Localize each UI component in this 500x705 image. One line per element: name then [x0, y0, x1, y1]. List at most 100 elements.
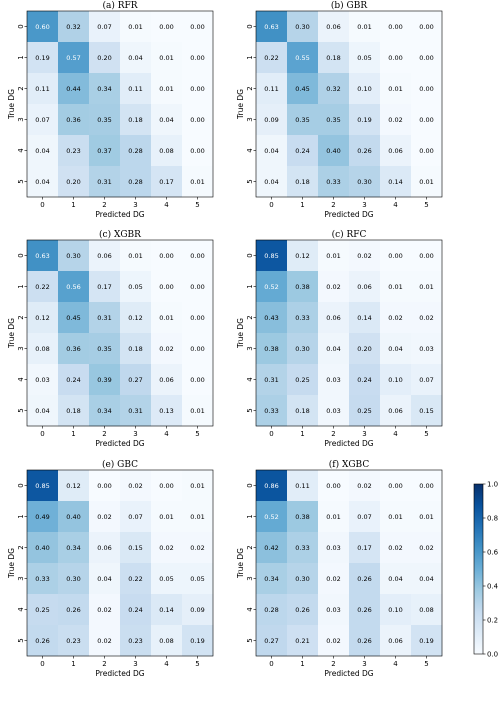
cell-value-label: 0.18 [128, 345, 142, 353]
heatmap-cell [256, 532, 288, 564]
heatmap-cell [256, 333, 288, 365]
x-tick-label: 1 [71, 660, 75, 668]
y-tick-label: 5 [17, 408, 25, 412]
x-tick-label: 2 [331, 660, 335, 668]
heatmap-cell [256, 11, 288, 43]
y-tick-label: 2 [17, 545, 25, 549]
y-tick-label: 5 [246, 179, 254, 183]
heatmap-cell [151, 135, 183, 167]
cell-value-label: 0.00 [190, 23, 204, 31]
heatmap-cell [380, 501, 412, 533]
heatmap-cell [349, 271, 381, 303]
y-tick-label: 4 [17, 148, 25, 153]
x-axis-label: Predicted DG [324, 669, 373, 678]
heatmap-cell [380, 364, 412, 396]
cell-value-label: 0.19 [419, 637, 433, 645]
cell-value-label: 0.07 [419, 376, 433, 384]
heatmap-cell [27, 240, 59, 272]
cell-value-label: 0.20 [97, 54, 111, 62]
heatmap-cell [287, 302, 319, 334]
cell-value-label: 0.26 [357, 637, 371, 645]
y-tick-label: 2 [246, 545, 254, 549]
heatmap-cell [151, 625, 183, 657]
plot-frame [26, 239, 214, 427]
x-tick-label: 3 [133, 660, 137, 668]
cell-value-label: 0.06 [97, 252, 111, 260]
heatmap-cell [411, 271, 443, 303]
x-tick-label: 0 [269, 660, 273, 668]
y-tick-label: 1 [246, 55, 254, 59]
cell-value-label: 0.07 [128, 513, 142, 521]
confusion-matrix-panel: (c) XGBR 0.63 0.30 0.06 0.01 0.00 0.00 0.22 0.56… [7, 229, 214, 448]
cell-value-label: 0.04 [97, 575, 111, 583]
cell-value-label: 0.23 [128, 637, 142, 645]
heatmap-cell [89, 395, 121, 427]
heatmap-cell [120, 625, 152, 657]
heatmap-cell [27, 333, 59, 365]
heatmap-cell [182, 135, 214, 167]
cell-value-label: 0.25 [35, 606, 49, 614]
cell-value-label: 0.06 [388, 637, 402, 645]
heatmap-cell [27, 302, 59, 334]
heatmap-cell [380, 470, 412, 502]
cell-value-label: 0.04 [128, 54, 142, 62]
cell-value-label: 0.07 [357, 513, 371, 521]
cell-value-label: 0.11 [264, 85, 278, 93]
cell-value-label: 0.38 [295, 513, 309, 521]
heatmap-cell [349, 364, 381, 396]
confusion-matrix-panel: (b) GBR 0.63 0.30 0.06 0.01 0.00 0.00 0.22 0.55 0… [236, 0, 443, 219]
cell-value-label: 0.05 [159, 575, 173, 583]
y-tick-label: 5 [246, 638, 254, 642]
cell-value-label: 0.34 [66, 544, 80, 552]
heatmap-cell [182, 11, 214, 43]
cell-value-label: 0.02 [159, 544, 173, 552]
cell-value-label: 0.18 [128, 116, 142, 124]
y-tick-label: 5 [246, 408, 254, 412]
cell-value-label: 0.00 [190, 116, 204, 124]
x-tick-label: 4 [164, 201, 169, 209]
heatmap-cell [151, 166, 183, 198]
cell-value-label: 0.36 [66, 116, 80, 124]
heatmap-cell [287, 333, 319, 365]
cell-value-label: 0.00 [97, 482, 111, 490]
cell-value-label: 0.33 [295, 314, 309, 322]
heatmap-cell [349, 395, 381, 427]
heatmap-cell [256, 501, 288, 533]
colorbar-tick-label: 0.4 [487, 582, 499, 590]
heatmap-cell [380, 594, 412, 626]
cell-value-label: 0.57 [66, 54, 80, 62]
heatmap-cell [411, 532, 443, 564]
cell-value-label: 0.24 [295, 147, 309, 155]
cell-value-label: 0.10 [357, 85, 371, 93]
cell-value-label: 0.28 [128, 147, 142, 155]
y-tick-label: 4 [246, 377, 254, 382]
cell-value-label: 0.40 [66, 513, 80, 521]
x-tick-label: 1 [71, 430, 75, 438]
cell-value-label: 0.09 [190, 606, 204, 614]
x-tick-label: 0 [269, 201, 273, 209]
heatmap-cell [89, 271, 121, 303]
colorbar-tick-label: 0.0 [487, 650, 498, 658]
plot-frame [26, 469, 214, 657]
cell-value-label: 0.24 [128, 606, 142, 614]
heatmap-cell [58, 271, 90, 303]
heatmap-cell [27, 73, 59, 105]
heatmap-cell [151, 271, 183, 303]
heatmap-cell [287, 594, 319, 626]
heatmap-cell [287, 73, 319, 105]
panel-title: (f) XGBC [329, 459, 370, 470]
cell-value-label: 0.09 [264, 116, 278, 124]
cell-value-label: 0.06 [357, 283, 371, 291]
y-tick-label: 2 [246, 86, 254, 90]
cell-value-label: 0.11 [295, 482, 309, 490]
cell-value-label: 0.00 [419, 482, 433, 490]
cell-value-label: 0.21 [295, 637, 309, 645]
heatmap-cell [120, 364, 152, 396]
heatmap-cell [411, 240, 443, 272]
heatmap-cell [411, 166, 443, 198]
cell-value-label: 0.18 [66, 407, 80, 415]
x-axis-label: Predicted DG [95, 439, 144, 448]
heatmap-cell [380, 625, 412, 657]
heatmap-cell [120, 271, 152, 303]
y-tick-label: 4 [17, 607, 25, 612]
